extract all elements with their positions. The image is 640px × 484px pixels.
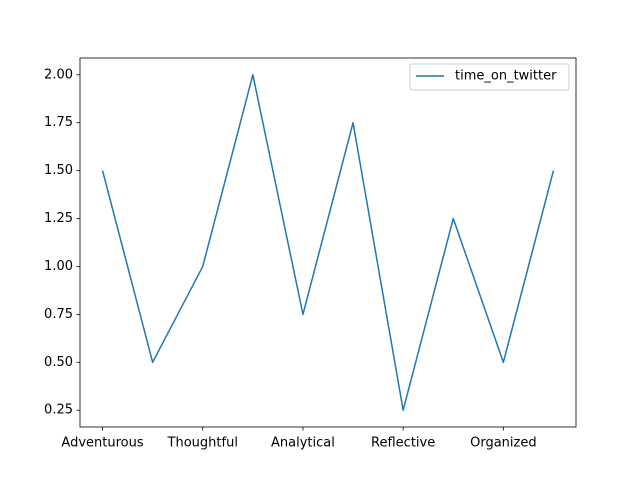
y-tick-label: 0.50: [44, 355, 73, 370]
x-tick-label: Adventurous: [61, 436, 143, 451]
line: [101, 74, 555, 411]
y-tick-label: 1.25: [44, 211, 73, 226]
x-tick-label: Organized: [470, 436, 537, 451]
y-tick-label: 1.75: [44, 115, 73, 130]
y-tick-label: 1.50: [44, 163, 73, 178]
legend-label: time_on_twitter: [455, 69, 557, 84]
y-tick-label: 0.75: [44, 307, 73, 322]
x-tick-label: Analytical: [271, 436, 335, 451]
x-tick-label: Thoughtful: [167, 436, 238, 451]
y-tick-label: 2.00: [44, 67, 73, 82]
plot-frame: [79, 57, 577, 428]
legend-box: [409, 63, 570, 91]
x-tick-label: Reflective: [371, 436, 435, 451]
y-tick-label: 1.00: [44, 259, 73, 274]
y-tick-label: 0.25: [44, 403, 73, 418]
